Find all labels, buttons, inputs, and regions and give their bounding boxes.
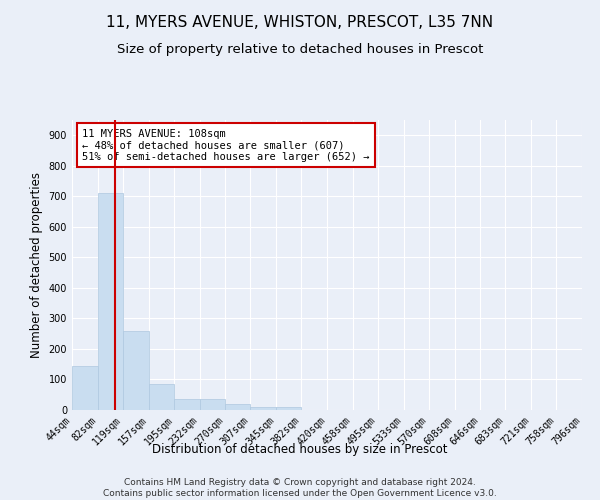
Y-axis label: Number of detached properties: Number of detached properties: [30, 172, 43, 358]
Bar: [98, 194, 123, 410]
Text: Size of property relative to detached houses in Prescot: Size of property relative to detached ho…: [117, 42, 483, 56]
Text: Distribution of detached houses by size in Prescot: Distribution of detached houses by size …: [152, 442, 448, 456]
Text: 11, MYERS AVENUE, WHISTON, PRESCOT, L35 7NN: 11, MYERS AVENUE, WHISTON, PRESCOT, L35 …: [106, 15, 494, 30]
Bar: [149, 384, 175, 410]
Bar: [123, 330, 149, 410]
Bar: [276, 407, 301, 410]
Text: Contains HM Land Registry data © Crown copyright and database right 2024.
Contai: Contains HM Land Registry data © Crown c…: [103, 478, 497, 498]
Bar: [250, 407, 276, 410]
Bar: [199, 400, 225, 410]
Text: 11 MYERS AVENUE: 108sqm
← 48% of detached houses are smaller (607)
51% of semi-d: 11 MYERS AVENUE: 108sqm ← 48% of detache…: [82, 128, 370, 162]
Bar: [72, 366, 98, 410]
Bar: [225, 404, 250, 410]
Bar: [175, 400, 199, 410]
